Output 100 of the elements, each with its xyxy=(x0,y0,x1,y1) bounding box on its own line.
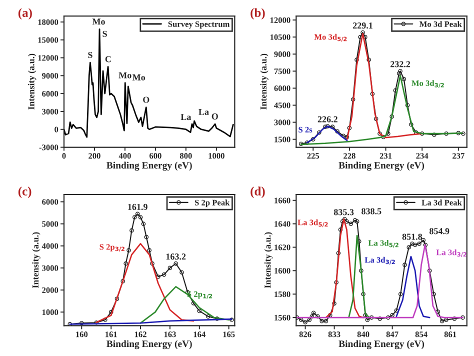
x-tick-label: 1000 xyxy=(208,153,224,159)
point xyxy=(320,318,324,324)
annotation: 838.5 xyxy=(362,208,382,214)
point xyxy=(79,320,84,326)
y-tick-label: 12000 xyxy=(270,17,290,23)
line-series xyxy=(64,28,234,138)
annotation: 163.2 xyxy=(166,254,186,260)
x-tick-label: 163 xyxy=(164,332,176,338)
y-tick-label: 1600 xyxy=(274,268,290,274)
y-tick-label: 4000 xyxy=(42,243,58,249)
line-series xyxy=(396,256,430,318)
point xyxy=(374,116,378,122)
point xyxy=(120,279,126,284)
point xyxy=(335,129,340,134)
point xyxy=(316,314,320,319)
series-label: Mo 3d$_{5/2}$ xyxy=(314,34,347,42)
x-tick-label: 234 xyxy=(416,153,428,159)
legend-label: Mo 3d Peak xyxy=(419,21,462,27)
point xyxy=(206,314,210,319)
point xyxy=(310,314,314,319)
x-tick-label: 600 xyxy=(149,153,162,159)
x-axis-title: Binding Energy (eV) xyxy=(338,340,424,350)
annotation: La xyxy=(198,109,209,116)
y-tick-label: 1580 xyxy=(274,291,290,298)
point xyxy=(444,318,448,322)
annotation: 232.2 xyxy=(390,61,410,68)
y-tick-label: 0 xyxy=(54,126,58,132)
annotation: 161.9 xyxy=(128,204,148,210)
y-tick-label: 3000 xyxy=(42,265,58,271)
annotation: O xyxy=(212,113,218,120)
point xyxy=(393,88,398,93)
x-axis-title: Binding Energy (eV) xyxy=(106,340,192,350)
point xyxy=(144,234,149,240)
point xyxy=(328,313,332,318)
y-tick-label: 1620 xyxy=(274,244,290,250)
x-tick-label: 162 xyxy=(134,332,146,338)
x-tick-label: 847 xyxy=(386,332,398,338)
annotation: 854.9 xyxy=(430,228,450,234)
point xyxy=(336,250,341,256)
point xyxy=(390,313,394,318)
chart-title: (b) xyxy=(250,8,265,20)
point xyxy=(461,131,466,136)
y-tick-label: 1500 xyxy=(274,136,290,142)
x-tick-label: 826 xyxy=(299,332,312,338)
point xyxy=(130,228,134,233)
annotation: Mo xyxy=(118,72,132,78)
series-label: S 2s xyxy=(298,126,312,132)
point xyxy=(108,310,114,314)
annotation: C xyxy=(105,56,111,62)
point xyxy=(452,316,457,321)
y-tick-label: -3000 xyxy=(39,144,58,150)
point xyxy=(124,261,128,266)
point xyxy=(456,130,461,136)
x-tick-label: 854 xyxy=(415,332,428,338)
point xyxy=(427,268,432,273)
series-label: La 3d$_{3/2}$ xyxy=(364,256,395,265)
point xyxy=(432,132,436,137)
point xyxy=(370,92,375,96)
point xyxy=(360,30,365,35)
legend-label: La 3d Peak xyxy=(422,200,462,206)
x-axis-title: Binding Energy (eV) xyxy=(106,162,192,171)
point xyxy=(432,292,436,296)
x-tick-label: 400 xyxy=(118,153,131,159)
point xyxy=(402,262,407,267)
chart-title: (d) xyxy=(250,186,265,198)
y-axis-title: Intensity (a.u.) xyxy=(32,232,40,288)
y-tick-label: 3000 xyxy=(42,108,58,114)
point xyxy=(381,134,386,140)
point xyxy=(361,292,366,296)
y-tick-label: 1560 xyxy=(274,314,290,321)
series-label: La 3d$_{5/2}$ xyxy=(368,240,398,248)
point xyxy=(298,318,304,322)
point xyxy=(180,270,184,275)
y-tick-label: 5000 xyxy=(42,221,58,227)
annotation: O xyxy=(143,96,150,103)
x-tick-label: 237 xyxy=(452,153,464,159)
x-axis-title: Binding Energy (eV) xyxy=(338,162,424,171)
y-tick-label: 2000 xyxy=(42,287,58,293)
annotation: S xyxy=(88,52,92,58)
annotation: 851.8 xyxy=(402,234,422,240)
y-tick-label: 3000 xyxy=(274,120,290,126)
point xyxy=(150,261,154,266)
point xyxy=(436,310,440,314)
y-axis-title: Intensity (a.u.) xyxy=(28,54,36,110)
point xyxy=(363,34,368,40)
point xyxy=(440,318,444,324)
x-tick-label: 861 xyxy=(444,332,456,338)
point xyxy=(135,212,140,216)
point xyxy=(334,280,339,285)
point xyxy=(410,242,414,246)
y-axis-title: Intensity (a.u.) xyxy=(260,54,268,110)
x-tick-label: 161 xyxy=(106,332,117,338)
annotation: La xyxy=(180,114,192,120)
x-tick-label: 833 xyxy=(328,332,340,338)
point xyxy=(420,131,424,136)
y-tick-label: 6000 xyxy=(42,199,58,205)
y-tick-label: 15000 xyxy=(38,37,58,43)
point xyxy=(311,310,316,316)
point xyxy=(358,34,362,40)
point xyxy=(126,248,131,252)
